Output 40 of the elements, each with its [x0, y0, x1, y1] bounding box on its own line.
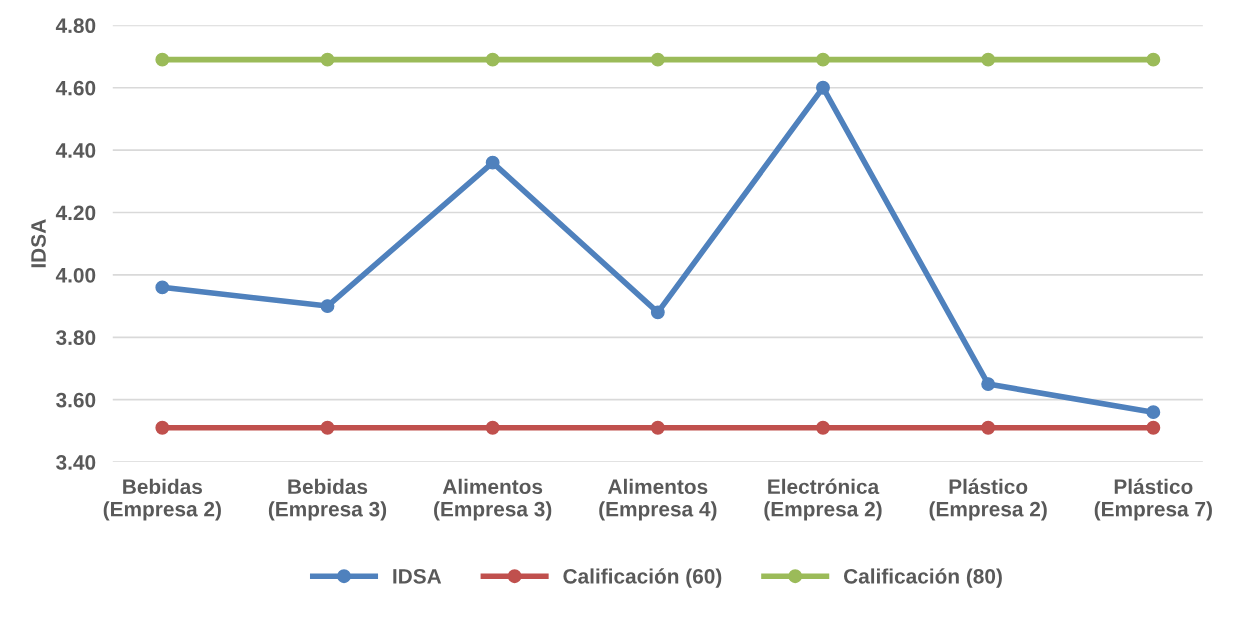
y-tick-label: 4.00 [55, 267, 96, 283]
point [981, 52, 996, 67]
point [485, 155, 500, 170]
legend-label: IDSA [393, 568, 442, 584]
x-tick-label: Alimentos (Empresa 3) [434, 478, 552, 521]
point [320, 420, 335, 435]
point [1146, 52, 1161, 67]
x-tick-label: Plástico (Empresa 7) [1094, 478, 1212, 521]
y-tick-label: 4.80 [55, 18, 96, 34]
point [650, 52, 665, 67]
point [485, 52, 500, 67]
x-tick-label: Alimentos (Empresa 4) [599, 478, 717, 521]
y-axis-title: IDSA [31, 219, 46, 268]
point [1146, 420, 1161, 435]
point [320, 52, 335, 67]
point [816, 52, 830, 67]
point [155, 280, 170, 295]
legend-label: Calificación (80) [843, 568, 1002, 588]
legend-label: Calificación (60) [563, 568, 722, 588]
point [650, 305, 665, 320]
point [320, 299, 335, 314]
point [485, 420, 500, 435]
x-tick-label: Electrónica (Empresa 2) [764, 478, 882, 521]
y-tick-label: 3.40 [56, 455, 96, 470]
x-tick-label: Bebidas (Empresa 3) [268, 478, 387, 521]
point [816, 80, 830, 95]
y-tick-label: 3.80 [56, 330, 96, 346]
point [155, 52, 170, 67]
point [981, 420, 996, 435]
y-tick-label: 3.60 [56, 392, 96, 408]
x-tick-label: Plástico (Empresa 2) [929, 478, 1047, 521]
point [816, 420, 830, 435]
y-tick-label: 4.20 [55, 205, 96, 221]
point [1146, 405, 1161, 420]
y-tick-label: 4.40 [55, 143, 96, 158]
point [981, 377, 996, 392]
y-tick-label: 4.60 [55, 80, 96, 96]
x-tick-label: Bebidas (Empresa 2) [103, 478, 221, 521]
point [155, 420, 170, 435]
point [650, 420, 665, 435]
